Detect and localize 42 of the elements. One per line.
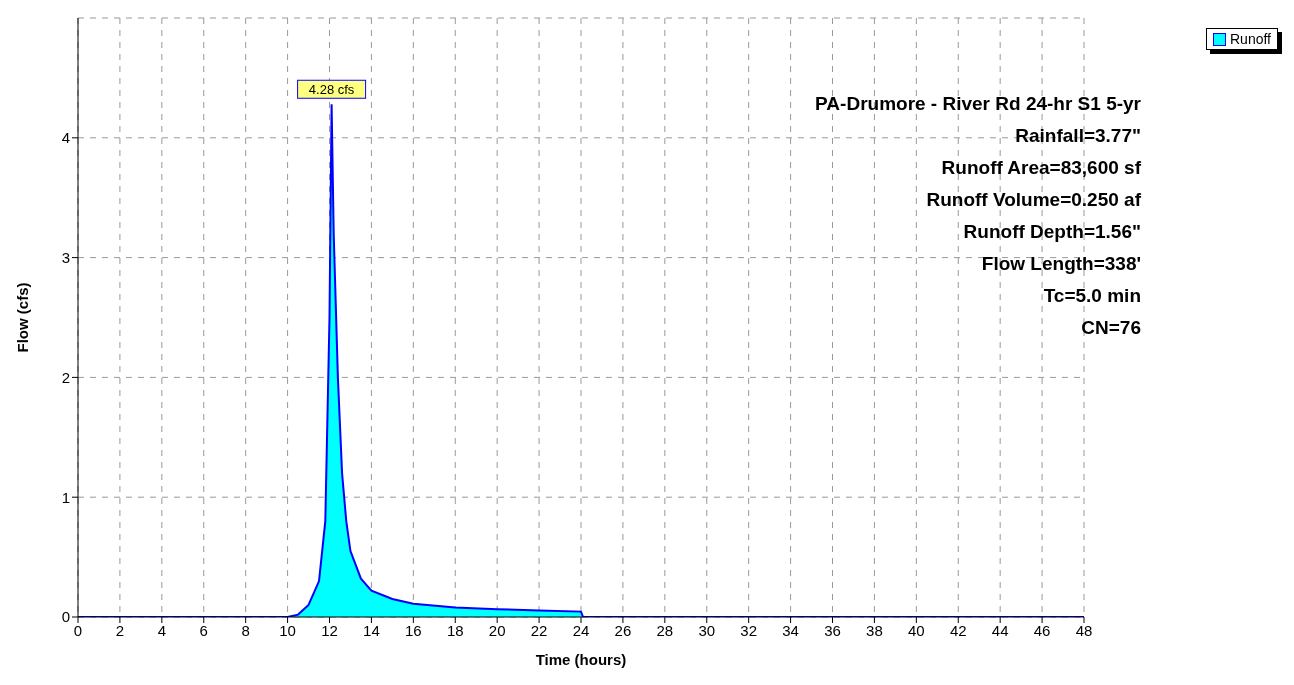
x-tick-label: 42 xyxy=(949,621,967,639)
annotation: Runoff Area=83,600 sf xyxy=(940,156,1141,180)
x-tick-label: 36 xyxy=(824,621,841,639)
x-tick-label: 20 xyxy=(488,621,506,639)
x-tick-label: 26 xyxy=(614,621,632,639)
x-tick-label: 14 xyxy=(363,621,380,639)
annotation: 4.28 cfs xyxy=(308,82,355,98)
x-tick-label: 46 xyxy=(1033,621,1051,639)
x-tick-label: 16 xyxy=(404,621,422,639)
legend-label: Runoff xyxy=(1230,31,1271,47)
x-tick-label: 40 xyxy=(907,621,925,639)
x-tick-label: 10 xyxy=(279,621,296,639)
annotation: PA-Drumore - River Rd 24-hr S1 5-yr xyxy=(815,92,1141,116)
annotation: Runoff Depth=1.56" xyxy=(962,220,1141,244)
x-tick-label: 12 xyxy=(321,621,338,639)
x-tick-label: 44 xyxy=(991,621,1009,639)
x-tick-label: 30 xyxy=(698,621,716,639)
x-tick-label: 4 xyxy=(157,621,167,639)
x-tick-label: 34 xyxy=(782,621,799,639)
x-tick-label: 2 xyxy=(115,621,125,639)
annotation: Runoff Volume=0.250 af xyxy=(925,188,1141,212)
annotation: Flow Length=338' xyxy=(980,252,1141,276)
annotation: Rainfall=3.77" xyxy=(1014,124,1141,148)
y-tick-label: 0 xyxy=(61,608,70,626)
annotation: CN=76 xyxy=(1080,316,1141,340)
x-tick-label: 8 xyxy=(241,621,250,639)
x-tick-label: 48 xyxy=(1075,621,1093,639)
x-tick-label: 22 xyxy=(530,621,548,639)
y-tick-label: 4 xyxy=(61,129,70,147)
x-tick-label: 32 xyxy=(740,621,758,639)
x-tick-label: 28 xyxy=(656,621,674,639)
annotation: Tc=5.0 min xyxy=(1042,284,1141,308)
x-tick-label: 0 xyxy=(73,621,83,639)
y-axis-title: Flow (cfs) xyxy=(14,282,32,353)
x-tick-label: 38 xyxy=(866,621,883,639)
y-tick-label: 3 xyxy=(61,248,70,266)
x-tick-label: 24 xyxy=(572,621,590,639)
x-tick-label: 6 xyxy=(199,621,208,639)
x-axis-title: Time (hours) xyxy=(535,651,627,668)
y-tick-label: 1 xyxy=(61,488,70,506)
y-tick-label: 2 xyxy=(61,368,70,386)
x-tick-label: 18 xyxy=(446,621,464,639)
